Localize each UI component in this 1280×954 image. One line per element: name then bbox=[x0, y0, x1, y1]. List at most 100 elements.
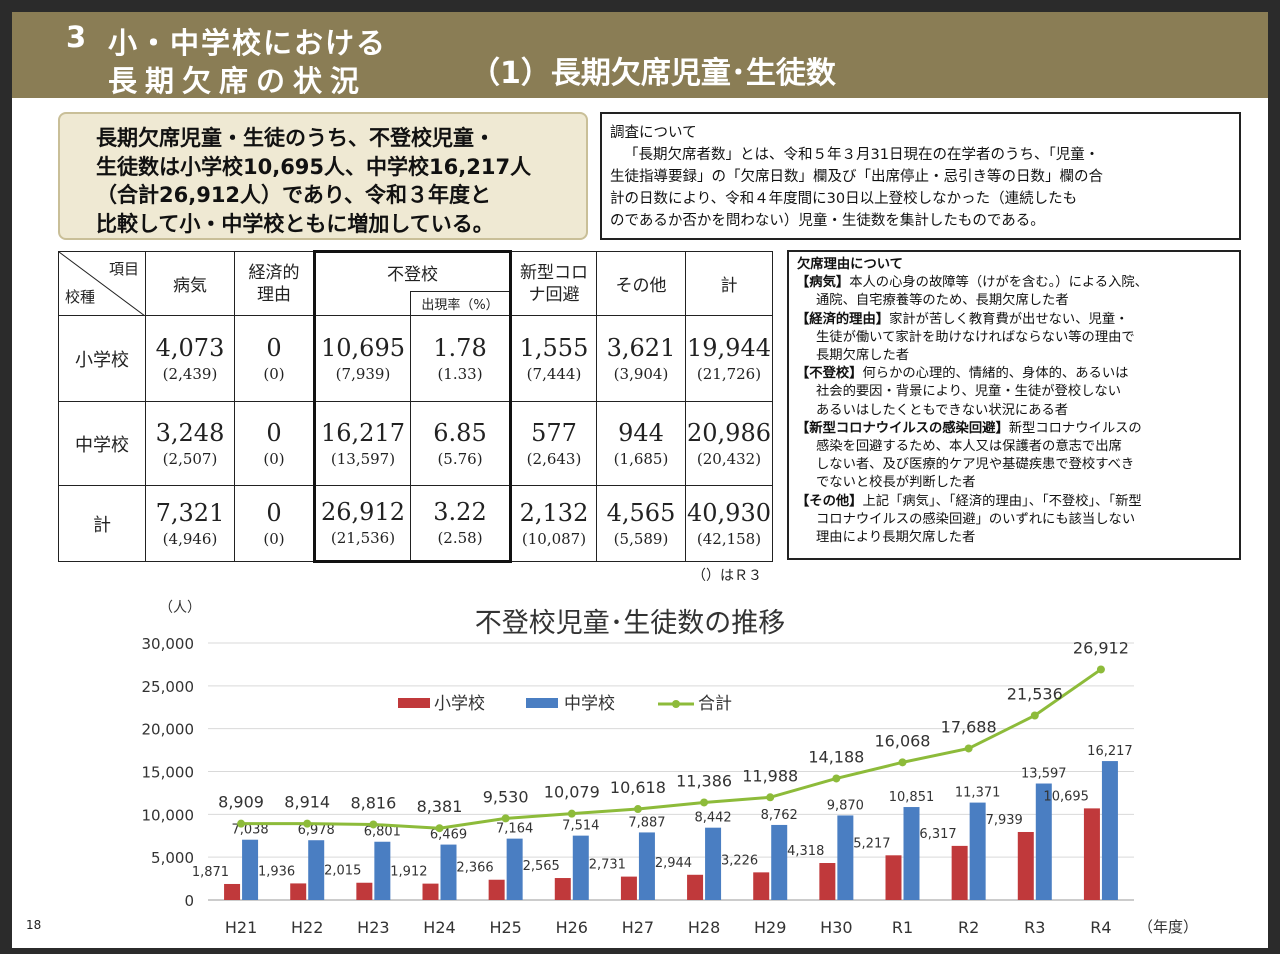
corner-header-cell: 項目 校種 bbox=[58, 251, 146, 316]
data-label-junior: 8,762 bbox=[761, 808, 798, 823]
data-label-elementary: 6,317 bbox=[919, 827, 956, 842]
bar-junior bbox=[705, 827, 722, 900]
x-tick-label: R3 bbox=[1024, 918, 1045, 937]
point-total bbox=[964, 744, 973, 753]
section-number: 3 bbox=[66, 20, 89, 54]
futoko-trend-chart: 不登校児童･生徒数の推移 （人） （年度） 0 5,000 10,000 15,000 20,… bbox=[142, 600, 1199, 937]
cell-prev-value: (2,643) bbox=[526, 449, 582, 468]
section-subtitle: （1）長期欠席児童･生徒数 bbox=[470, 56, 836, 91]
survey-title: 調査について bbox=[610, 125, 697, 141]
x-tick-label: H24 bbox=[423, 918, 455, 937]
data-label-elementary: 1,871 bbox=[192, 865, 229, 880]
corner-item-label: 項目 bbox=[108, 260, 139, 278]
data-label-total: 8,909 bbox=[218, 793, 264, 812]
cell-value: 16,217 bbox=[321, 418, 405, 447]
table-cell: 944 (1,685) bbox=[596, 401, 686, 486]
table-cell: 2,132 (10,087) bbox=[510, 485, 597, 562]
cell-prev-value: (0) bbox=[263, 364, 285, 383]
reason-item: 【その他】上記「病気」、「経済的理由」、「不登校」、「新型 コロナウイルスの感染… bbox=[796, 493, 1231, 548]
reason-line: 感染を回避するため、本人又は保護者の意志で出席 bbox=[816, 439, 1122, 455]
table-cell: 4,073 (2,439) bbox=[145, 315, 235, 402]
cell-value: 3,248 bbox=[155, 418, 225, 447]
bar-elementary bbox=[422, 883, 439, 900]
reason-item: 【病気】本人の心身の故障等（けがを含む。）による入院、 通院、自宅療養等のため、… bbox=[796, 274, 1231, 310]
legend-label-junior: 中学校 bbox=[564, 694, 615, 714]
data-label-total: 8,914 bbox=[284, 793, 330, 812]
table-row: 計 7,321 (4,946) 0 (0) 26,912 (21,536) 3.22(… bbox=[58, 485, 773, 563]
reason-line: 生徒が働いて家計を助けなければならない等の理由で bbox=[816, 329, 1135, 345]
y-tick-label: 0 bbox=[184, 892, 194, 910]
bar-elementary bbox=[753, 872, 770, 900]
x-tick-label: H29 bbox=[754, 918, 786, 937]
data-label-junior: 9,870 bbox=[827, 798, 864, 813]
reason-item: 【経済的理由】家計が苦しく教育費が出せない、児童・ 生徒が働いて家計を助けなけれ… bbox=[796, 311, 1231, 366]
reason-line: 何らかの心理的、情緒的、身体的、あるいは bbox=[862, 366, 1129, 382]
bar-elementary bbox=[554, 878, 571, 900]
data-label-elementary: 2,944 bbox=[655, 856, 692, 871]
data-label-total: 16,068 bbox=[875, 731, 931, 750]
table-cell: 3,248 (2,507) bbox=[145, 401, 235, 486]
bar-elementary bbox=[620, 876, 637, 900]
summary-line: 比較して小・中学校ともに増加している。 bbox=[96, 211, 494, 236]
bar-elementary bbox=[356, 882, 373, 900]
col-header-covid: 新型コロ ナ回避 bbox=[510, 251, 597, 316]
reason-line: 通院、自宅療養等のため、長期欠席した者 bbox=[816, 293, 1069, 309]
table-cell: 3.22 (2.58) bbox=[410, 485, 512, 563]
table-cell: 10,695 (7,939) bbox=[313, 315, 411, 402]
survey-line: のであるか否かを問わない）児童・生徒数を集計したものである。 bbox=[610, 213, 1045, 229]
point-total bbox=[633, 805, 642, 814]
x-tick-label: H27 bbox=[622, 918, 654, 937]
survey-line: 計の日数により、令和４年度間に30日以上登校しなかった（連続したも bbox=[610, 191, 1078, 207]
data-label-junior: 6,469 bbox=[430, 828, 467, 843]
line-total bbox=[241, 668, 1102, 830]
cell-value: 2,132 bbox=[519, 498, 589, 527]
point-total bbox=[1096, 665, 1105, 674]
data-label-junior: 6,978 bbox=[298, 823, 335, 838]
cell-value: 3.22 bbox=[433, 498, 487, 526]
reason-item: 【不登校】何らかの心理的、情緒的、身体的、あるいは 社会的要因・背景により、児童… bbox=[796, 365, 1231, 420]
cell-value: 0 bbox=[266, 418, 282, 447]
reason-head: 【その他】 bbox=[796, 493, 863, 509]
reason-head: 【不登校】 bbox=[796, 366, 863, 382]
bar-elementary bbox=[290, 883, 307, 900]
table-cell: 1.78 (1.33) bbox=[410, 315, 512, 402]
cell-prev-value: (42,158) bbox=[696, 529, 762, 548]
table-row: 小学校 4,073 (2,439) 0 (0) 10,695 (7,939) 1.78… bbox=[58, 315, 773, 402]
bar-elementary bbox=[885, 855, 902, 900]
cell-prev-value: (0) bbox=[263, 449, 285, 468]
reasons-title: 欠席理由について bbox=[797, 257, 903, 272]
data-label-total: 11,988 bbox=[742, 766, 798, 785]
cell-value: 19,944 bbox=[687, 333, 771, 362]
cell-value: 10,695 bbox=[321, 333, 405, 362]
page-number: 18 bbox=[26, 918, 42, 932]
bar-elementary bbox=[224, 883, 241, 900]
table-cell: 577 (2,643) bbox=[510, 401, 597, 486]
bar-junior bbox=[506, 838, 523, 900]
data-label-elementary: 4,318 bbox=[787, 844, 824, 859]
slide: 3 小・中学校における 長期欠席の状況 （1）長期欠席児童･生徒数 長期欠席児童… bbox=[12, 12, 1268, 948]
data-label-total: 17,688 bbox=[941, 717, 997, 736]
bar-junior bbox=[771, 824, 788, 900]
data-label-elementary: 3,226 bbox=[721, 853, 758, 868]
data-label-elementary: 7,939 bbox=[986, 813, 1023, 828]
data-label-total: 10,079 bbox=[544, 783, 600, 802]
y-axis-unit: （人） bbox=[159, 600, 201, 616]
cell-value: 3,621 bbox=[606, 333, 676, 362]
cell-prev-value: (21,726) bbox=[696, 364, 762, 383]
col-header-total: 計 bbox=[685, 251, 773, 316]
data-label-junior: 7,164 bbox=[496, 822, 533, 837]
point-total bbox=[766, 793, 775, 802]
y-tick-label: 15,000 bbox=[142, 764, 195, 782]
reason-item: 【新型コロナウイルスの感染回避】新型コロナウイルスの 感染を回避するため、本人又… bbox=[796, 420, 1231, 493]
reason-line: 本人の心身の故障等（けがを含む。）による入院、 bbox=[849, 275, 1148, 291]
cell-value: 0 bbox=[266, 498, 282, 527]
bar-elementary bbox=[819, 863, 836, 900]
point-total bbox=[303, 819, 312, 828]
x-tick-label: R1 bbox=[892, 918, 913, 937]
data-label-total: 14,188 bbox=[808, 747, 864, 766]
data-label-junior: 7,887 bbox=[628, 815, 665, 830]
reason-line: しない者、及び医療的ケア児や基礎疾患で登校すべき bbox=[816, 457, 1135, 473]
cell-prev-value: (5,589) bbox=[613, 529, 669, 548]
table-cell: 7,321 (4,946) bbox=[145, 485, 235, 562]
data-label-junior: 6,801 bbox=[364, 825, 401, 840]
